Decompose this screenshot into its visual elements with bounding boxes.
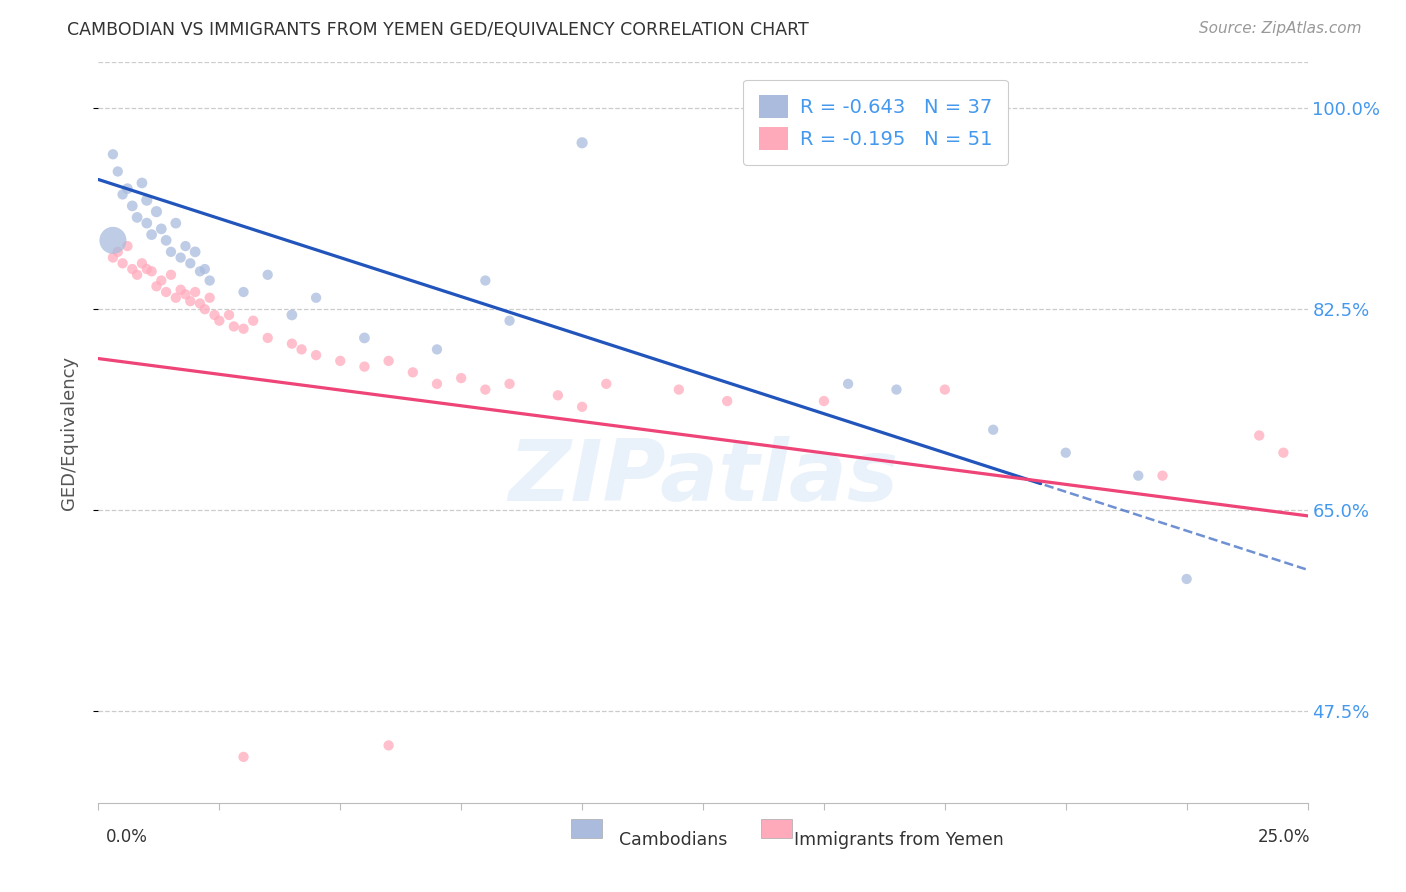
Point [886, 383, 908, 397]
Point [232, 285, 254, 299]
Point [934, 383, 956, 397]
Point [450, 371, 472, 385]
Point [1054, 446, 1077, 460]
Point [179, 294, 201, 309]
Text: ZIPatlas: ZIPatlas [508, 435, 898, 518]
Point [174, 239, 197, 253]
Point [1175, 572, 1198, 586]
Point [160, 244, 183, 259]
Point [281, 308, 304, 322]
Point [329, 354, 352, 368]
Point [169, 251, 191, 265]
Point [198, 273, 221, 287]
Text: Source: ZipAtlas.com: Source: ZipAtlas.com [1198, 21, 1361, 36]
Point [121, 199, 143, 213]
Point [198, 291, 221, 305]
Point [179, 256, 201, 270]
Point [837, 376, 859, 391]
Point [165, 216, 187, 230]
Point [426, 343, 449, 357]
Text: 25.0%: 25.0% [1258, 828, 1310, 846]
Point [498, 314, 520, 328]
Point [131, 176, 153, 190]
Point [131, 256, 153, 270]
Point [101, 147, 124, 161]
Point [426, 376, 449, 391]
Point [111, 187, 134, 202]
Point [121, 262, 143, 277]
Point [498, 376, 520, 391]
Point [150, 222, 173, 236]
Point [135, 262, 157, 277]
Text: 0.0%: 0.0% [105, 828, 148, 846]
Point [256, 268, 278, 282]
Point [716, 394, 738, 409]
Point [305, 291, 328, 305]
Point [218, 308, 240, 322]
Point [813, 394, 835, 409]
Point [194, 262, 217, 277]
Point [127, 268, 149, 282]
Point [281, 336, 304, 351]
Point [117, 182, 139, 196]
Point [595, 376, 617, 391]
Point [165, 291, 187, 305]
Point [194, 302, 217, 317]
Point [353, 359, 375, 374]
Point [188, 264, 211, 278]
Point [1128, 468, 1150, 483]
Point [101, 233, 124, 247]
Point [305, 348, 328, 362]
Point [256, 331, 278, 345]
Text: Immigrants from Yemen: Immigrants from Yemen [794, 831, 1004, 849]
Point [377, 739, 399, 753]
Point [474, 273, 496, 287]
Point [571, 400, 593, 414]
Point [1249, 428, 1271, 442]
Point [145, 279, 167, 293]
Point [160, 268, 183, 282]
Point [402, 365, 425, 379]
Point [188, 296, 211, 310]
Point [174, 287, 197, 301]
Point [290, 343, 312, 357]
Point [377, 354, 399, 368]
Point [169, 283, 191, 297]
Point [1272, 446, 1295, 460]
Point [981, 423, 1004, 437]
Point [208, 314, 231, 328]
Text: Cambodians: Cambodians [619, 831, 727, 849]
Point [232, 322, 254, 336]
Point [668, 383, 690, 397]
Point [155, 285, 177, 299]
Point [222, 319, 245, 334]
Point [107, 244, 129, 259]
Point [353, 331, 375, 345]
Point [1152, 468, 1174, 483]
Point [571, 136, 593, 150]
Point [141, 264, 163, 278]
Point [232, 750, 254, 764]
Point [141, 227, 163, 242]
Point [184, 244, 207, 259]
Point [474, 383, 496, 397]
Point [150, 273, 173, 287]
Point [242, 314, 264, 328]
Point [204, 308, 226, 322]
Point [145, 204, 167, 219]
Point [155, 233, 177, 247]
Legend: R = -0.643   N = 37, R = -0.195   N = 51: R = -0.643 N = 37, R = -0.195 N = 51 [744, 79, 1008, 165]
Point [117, 239, 139, 253]
Point [111, 256, 134, 270]
Point [135, 216, 157, 230]
Point [107, 164, 129, 178]
Point [547, 388, 569, 402]
Point [127, 211, 149, 225]
Point [135, 193, 157, 207]
Point [184, 285, 207, 299]
Y-axis label: GED/Equivalency: GED/Equivalency [59, 356, 77, 509]
Text: CAMBODIAN VS IMMIGRANTS FROM YEMEN GED/EQUIVALENCY CORRELATION CHART: CAMBODIAN VS IMMIGRANTS FROM YEMEN GED/E… [67, 21, 810, 38]
Point [101, 251, 124, 265]
